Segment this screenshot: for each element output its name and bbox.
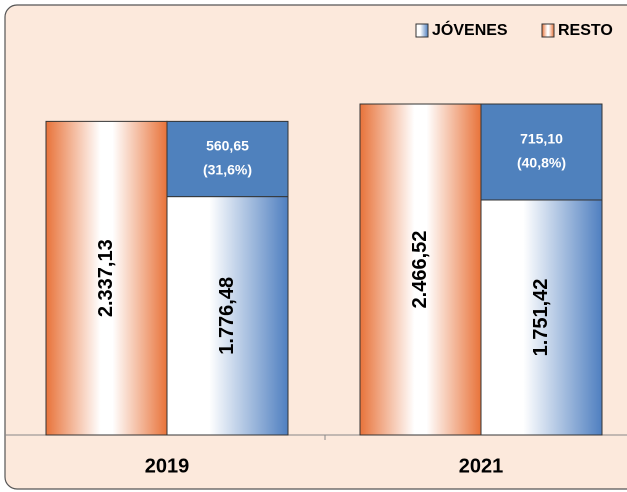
x-tick-label: 2019 <box>145 455 190 477</box>
bar <box>45 120 168 436</box>
data-label: 560,65 <box>206 138 249 154</box>
legend-swatch <box>415 23 429 38</box>
bar-segment <box>166 196 289 436</box>
legend-label: RESTO <box>558 22 613 39</box>
bar <box>359 103 482 436</box>
share-label: (40,8%) <box>517 155 566 171</box>
legend-swatch <box>541 23 555 38</box>
bar-segment <box>166 120 289 198</box>
data-label: 715,10 <box>520 131 563 147</box>
share-label: (31,6%) <box>203 162 252 178</box>
bar-segment <box>480 199 603 436</box>
legend-label: JÓVENES <box>432 20 508 39</box>
x-tick-label: 2021 <box>459 455 504 477</box>
data-label: 1.751,42 <box>530 279 552 357</box>
data-label: 1.776,48 <box>216 277 238 355</box>
bar-segment <box>480 103 603 201</box>
data-label: 2.337,13 <box>95 239 117 317</box>
data-label: 2.466,52 <box>409 231 431 309</box>
